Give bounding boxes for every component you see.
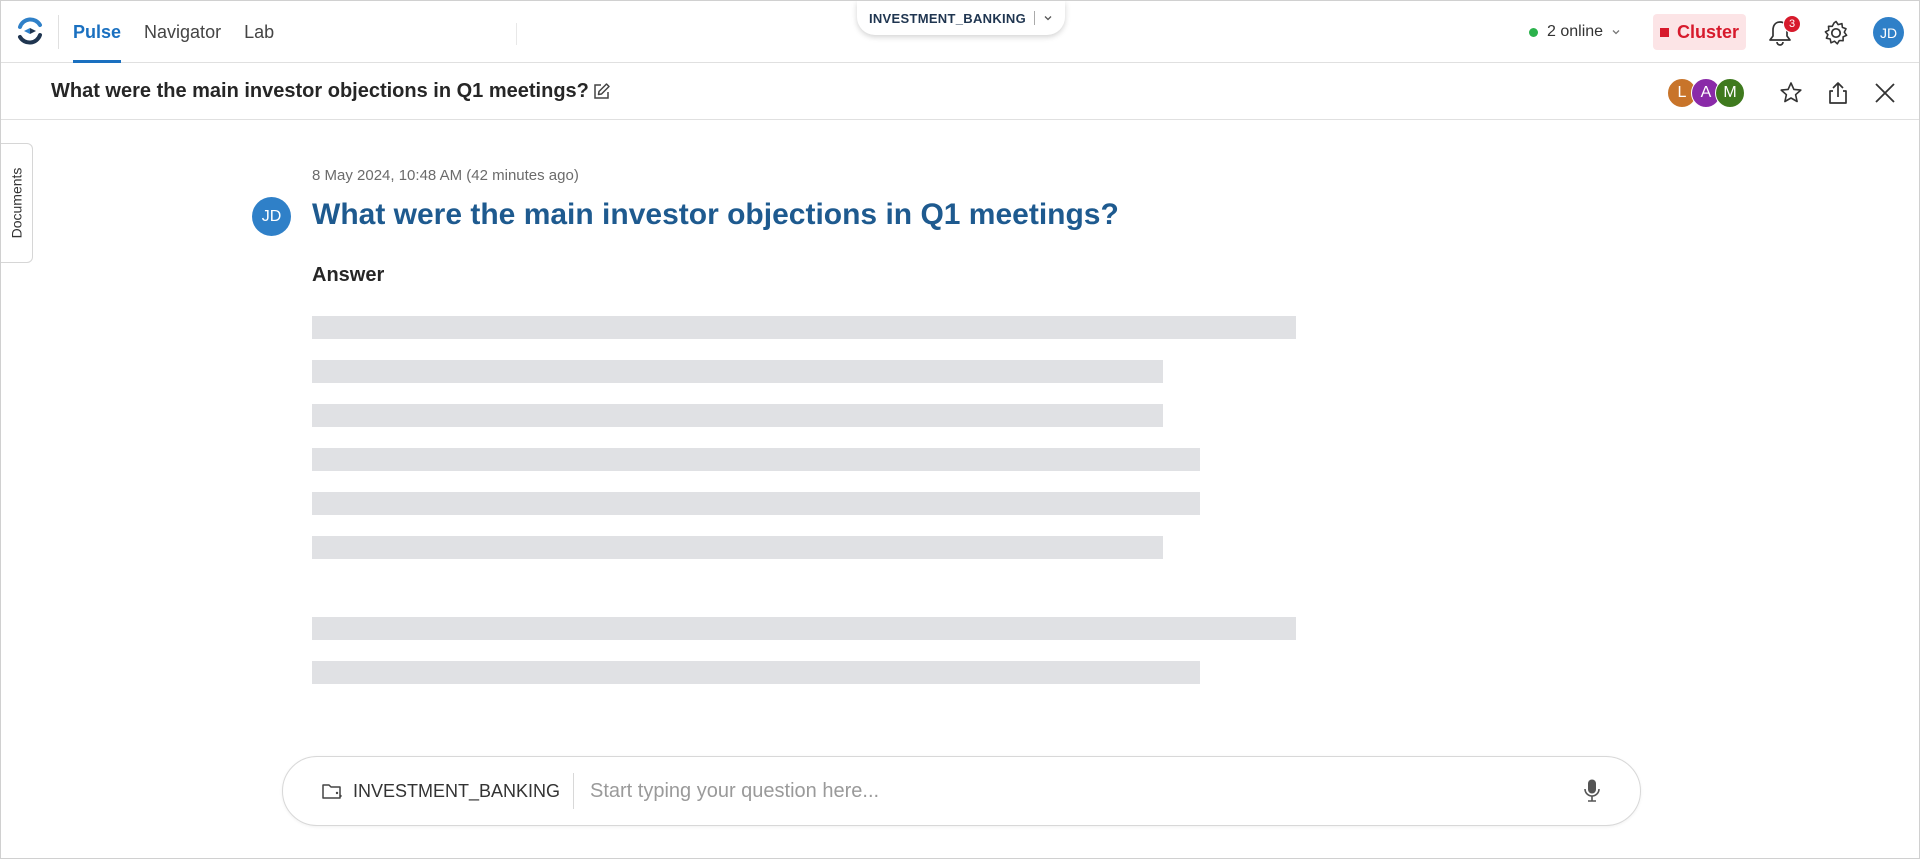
edit-title-icon[interactable] <box>592 82 611 101</box>
logo-divider <box>58 15 59 49</box>
question-composer: INVESTMENT_BANKING <box>282 756 1641 826</box>
skeleton-line <box>312 448 1200 471</box>
user-avatar[interactable]: JD <box>1873 17 1904 48</box>
workspace-name: INVESTMENT_BANKING <box>868 10 1027 26</box>
chevron-down-icon <box>1612 30 1620 35</box>
composer-divider <box>573 773 574 809</box>
online-status-dot <box>1529 27 1538 37</box>
conversation-title: What were the main investor objections i… <box>51 80 589 102</box>
online-presence-dropdown[interactable]: 2 online <box>1529 19 1621 45</box>
conversation-title-bar: What were the main investor objections i… <box>1 63 1919 120</box>
microphone-icon[interactable] <box>1583 778 1601 804</box>
collaborator-avatars[interactable]: L A M <box>1667 78 1745 108</box>
skeleton-line <box>312 661 1200 684</box>
skeleton-line <box>312 404 1163 427</box>
composer-workspace-name: INVESTMENT_BANKING <box>353 780 561 801</box>
question-input[interactable] <box>590 771 1550 811</box>
documents-panel-tab[interactable]: Documents <box>1 143 33 263</box>
skeleton-line <box>312 316 1296 339</box>
skeleton-line <box>312 492 1200 515</box>
question-heading: What were the main investor objections i… <box>312 198 1119 231</box>
chevron-down-icon <box>1044 16 1052 21</box>
folder-icon <box>322 784 342 799</box>
close-icon <box>1875 83 1895 103</box>
answer-label: Answer <box>312 264 385 286</box>
online-count-label: 2 online <box>1547 23 1604 40</box>
cluster-button[interactable]: Cluster <box>1653 14 1746 50</box>
share-button[interactable] <box>1823 78 1853 108</box>
star-icon <box>1780 82 1802 103</box>
skeleton-line <box>312 617 1296 640</box>
workspace-selector[interactable]: INVESTMENT_BANKING <box>857 1 1065 35</box>
nav-tab-pulse[interactable]: Pulse <box>73 1 122 63</box>
cluster-status-icon <box>1659 27 1669 37</box>
collaborator-avatar[interactable]: M <box>1715 78 1745 108</box>
notification-count-badge: 3 <box>1783 15 1801 33</box>
skeleton-line <box>312 536 1163 559</box>
main-nav: Pulse Navigator Lab <box>73 1 297 63</box>
share-icon <box>1829 82 1847 104</box>
gear-icon <box>1824 20 1848 45</box>
nav-divider <box>516 23 517 45</box>
author-avatar: JD <box>252 197 291 236</box>
workspace-divider <box>1034 11 1036 25</box>
skeleton-line <box>312 360 1163 383</box>
settings-button[interactable] <box>1821 18 1851 48</box>
composer-workspace-selector[interactable]: INVESTMENT_BANKING <box>321 757 560 825</box>
top-bar: Pulse Navigator Lab INVESTMENT_BANKING 2… <box>1 1 1919 63</box>
app-logo-icon[interactable] <box>15 16 45 46</box>
nav-tab-navigator[interactable]: Navigator <box>144 21 222 42</box>
nav-tab-lab[interactable]: Lab <box>244 21 275 42</box>
cluster-label: Cluster <box>1676 21 1739 42</box>
message-timestamp: 8 May 2024, 10:48 AM (42 minutes ago) <box>312 167 579 184</box>
favorite-button[interactable] <box>1776 78 1806 108</box>
documents-tab-label: Documents <box>8 167 25 239</box>
close-button[interactable] <box>1870 78 1900 108</box>
